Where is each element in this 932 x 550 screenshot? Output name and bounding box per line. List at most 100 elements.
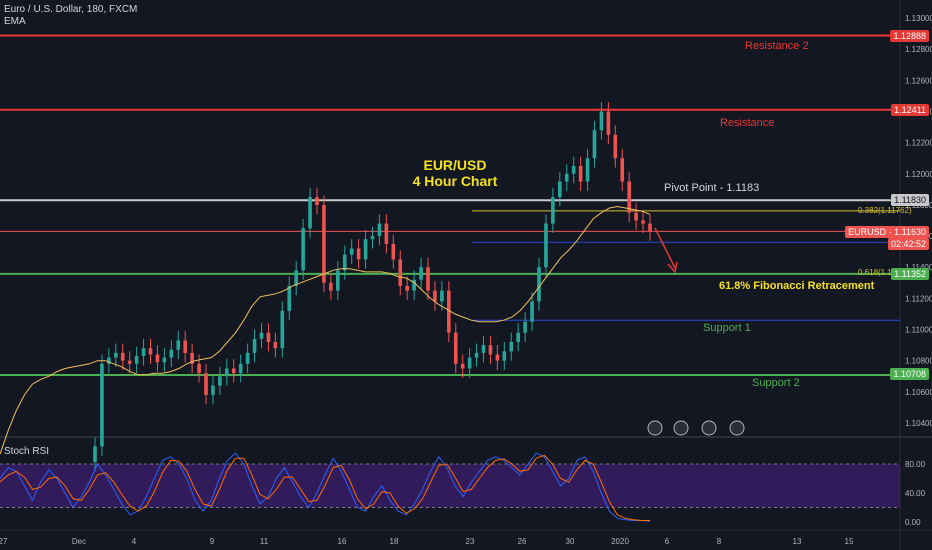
x-tick-label: 27 [0, 537, 8, 546]
x-tick-label: Dec [72, 537, 86, 546]
rsi-d-line [0, 454, 650, 521]
x-tick-label: 9 [210, 537, 215, 546]
economic-event-icon [729, 420, 745, 436]
economic-event-icon [701, 420, 717, 436]
candle-body [585, 158, 590, 182]
candle-body [551, 197, 555, 224]
rsi-tick-label: 40.00 [905, 489, 926, 498]
rsi-k-line [0, 452, 651, 522]
rsi-pane-label: Stoch RSI [4, 446, 50, 457]
candle-body [155, 354, 160, 363]
candle-body [495, 354, 500, 361]
candle-body [342, 254, 347, 271]
chart-title-line2: 4 Hour Chart [412, 173, 498, 189]
symbol-description: Euro / U.S. Dollar, 180, FXCM [4, 4, 138, 15]
candle-body [100, 363, 104, 447]
chart-title-line1: EUR/USD [423, 157, 487, 173]
candle-body [127, 360, 132, 364]
candle-body [523, 321, 527, 333]
indicator-name: EMA [4, 16, 26, 27]
candle-body [453, 332, 458, 364]
candle-body [134, 356, 139, 364]
candle-body [238, 363, 243, 374]
candle-body [447, 290, 451, 333]
candle-body [634, 212, 638, 221]
rsi-tick-label: 80.00 [905, 460, 926, 469]
candle-body [169, 349, 174, 358]
candle-body [509, 342, 514, 352]
candle-body [211, 385, 215, 395]
support2-annotation: Support 2 [752, 377, 800, 389]
x-tick-label: 26 [518, 537, 527, 546]
candle-body [218, 376, 222, 386]
y-tick-label: 1.11200 [905, 294, 932, 303]
candle-body [488, 345, 493, 355]
candle-body [280, 310, 285, 349]
down-arrow-head [667, 261, 678, 274]
candle-body [592, 130, 597, 159]
x-tick-label: 8 [717, 537, 722, 546]
x-tick-label: 30 [566, 537, 575, 546]
x-tick-label: 11 [260, 537, 269, 546]
candle-body [419, 267, 423, 280]
candle-body [627, 181, 631, 213]
y-tick-label: 1.11000 [905, 326, 932, 335]
x-tick-label: 4 [132, 537, 137, 546]
economic-event-icon [673, 420, 689, 436]
candle-body [245, 352, 250, 364]
candle-body [606, 111, 611, 135]
candle-body [481, 345, 486, 353]
candle-body [467, 357, 472, 369]
candle-body [405, 285, 409, 291]
candle-body [370, 236, 375, 240]
candle-body [474, 352, 479, 358]
y-tick-label: 1.12000 [905, 170, 932, 179]
candle-body [433, 290, 437, 302]
candle-body [231, 368, 236, 374]
candle-body [329, 282, 333, 291]
support1-annotation: Support 1 [703, 322, 751, 334]
y-tick-label: 1.10400 [905, 419, 932, 428]
candle-body [363, 239, 368, 260]
candle-body [412, 279, 416, 291]
candle-body [349, 248, 354, 255]
candle-body [308, 197, 312, 229]
ema-line [0, 205, 651, 455]
resistance-annotation: Resistance [720, 117, 775, 129]
candle-body [204, 373, 208, 395]
y-tick-label: 1.10600 [905, 388, 932, 397]
candle-body [176, 340, 181, 350]
candle-body [620, 158, 625, 182]
candle-body [571, 165, 576, 174]
candle-body [259, 332, 264, 339]
y-tick-label: 1.12200 [905, 139, 932, 148]
candle-body [537, 267, 541, 302]
fib618-label: 0.618(1.11357) [858, 268, 912, 277]
fib382-label: 0.382(1.11762) [858, 206, 912, 215]
down-arrow-shaft [654, 227, 676, 269]
candle-body [426, 267, 430, 291]
x-tick-label: 13 [793, 537, 802, 546]
candle-body [578, 165, 583, 182]
candle-body [252, 338, 257, 353]
chart-legend: Euro / U.S. Dollar, 180, FXCM EMA [4, 4, 137, 28]
candle-body [183, 340, 187, 353]
candle-body [162, 357, 167, 363]
chart-title: EUR/USD 4 Hour Chart [400, 157, 510, 189]
candle-body [197, 363, 201, 374]
y-tick-label: 1.13000 [905, 14, 932, 23]
candle-body [544, 223, 548, 268]
candle-body [398, 259, 403, 286]
candle-body [564, 173, 569, 182]
candle-body [558, 181, 562, 198]
candle-body [294, 270, 298, 286]
price-tag-resistance: 1.12411 [891, 104, 929, 116]
candle-body [315, 197, 319, 205]
y-tick-label: 1.11400 [905, 263, 932, 272]
candle-body [225, 368, 229, 377]
candle-body [120, 352, 125, 361]
candle-body [356, 248, 361, 260]
candle-body [648, 223, 652, 232]
countdown-tag: 02:42:52 [887, 238, 929, 250]
